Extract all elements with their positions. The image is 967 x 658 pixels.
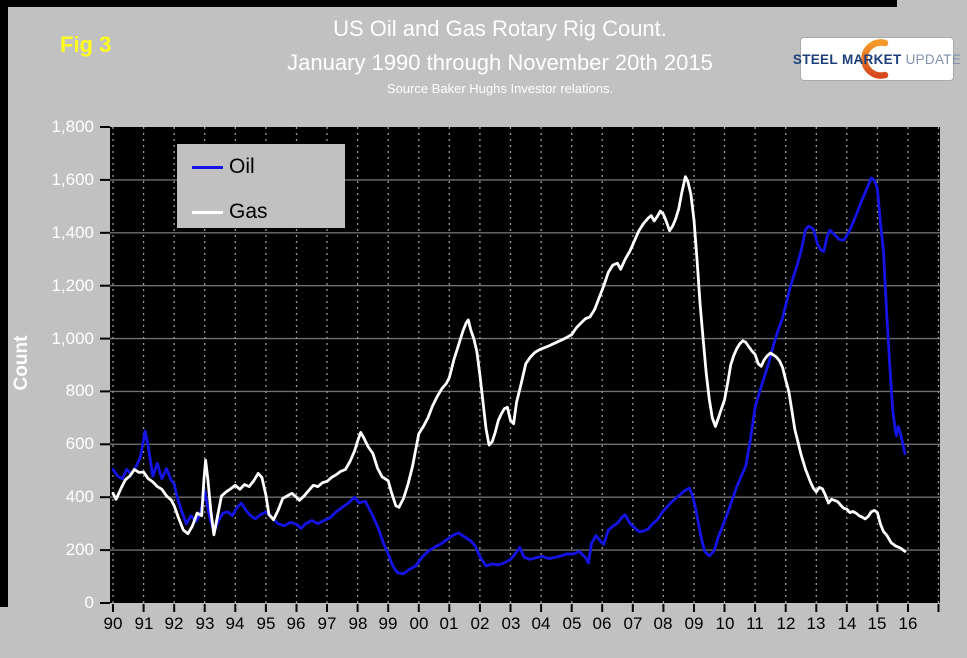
y-tick-label: 1,000	[51, 329, 94, 348]
x-tick-label: 04	[531, 614, 551, 633]
x-tick-label: 92	[164, 614, 184, 633]
y-tick-label: 200	[65, 540, 94, 559]
logo-crescent-icon	[861, 39, 889, 79]
chart-subtitle: January 1990 through November 20th 2015	[287, 50, 713, 75]
figure-number-label: Fig 3	[60, 32, 112, 57]
x-tick-label: 03	[501, 614, 521, 633]
logo-word-update: UPDATE	[901, 51, 962, 67]
x-tick-label: 08	[653, 614, 673, 633]
x-tick-label: 96	[286, 614, 306, 633]
steel-market-update-logo: STEEL MARKET UPDATE	[793, 37, 961, 81]
oil-line-swatch	[192, 165, 223, 169]
top-border	[0, 0, 897, 7]
x-tick-label: 11	[746, 614, 764, 633]
x-tick-label: 16	[898, 614, 918, 633]
x-tick-label: 95	[256, 614, 276, 633]
series-line-gas	[111, 175, 907, 553]
x-tick-label: 13	[806, 614, 826, 633]
x-tick-label: 10	[715, 614, 735, 633]
x-tick-label: 09	[684, 614, 704, 633]
x-tick-label: 07	[623, 614, 643, 633]
x-tick-label: 12	[776, 614, 796, 633]
y-tick-label: 400	[65, 487, 94, 506]
y-tick-label: 600	[65, 434, 94, 453]
x-tick-label: 06	[592, 614, 612, 633]
chart-title: US Oil and Gas Rotary Rig Count.	[333, 16, 667, 41]
left-border	[0, 0, 8, 607]
x-tick-label: 93	[195, 614, 215, 633]
x-tick-label: 14	[837, 614, 857, 633]
x-tick-label: 00	[409, 614, 429, 633]
gas-line-swatch	[192, 210, 223, 214]
x-tick-label: 99	[378, 614, 398, 633]
legend-label-oil: Oil	[229, 155, 255, 178]
x-tick-label: 02	[470, 614, 490, 633]
y-tick-label: 1,400	[51, 223, 94, 242]
x-tick-label: 90	[103, 614, 123, 633]
y-tick-label: 0	[84, 593, 94, 612]
x-tick-label: 97	[317, 614, 337, 633]
logo-word-market: MARKET	[837, 51, 902, 67]
x-tick-label: 05	[562, 614, 582, 633]
source-caption: Source Baker Hughs Investor relations.	[386, 81, 614, 96]
y-tick-label: 1,600	[51, 170, 94, 189]
x-tick-label: 94	[225, 614, 245, 633]
series-line-oil	[111, 176, 907, 576]
x-tick-label: 98	[348, 614, 368, 633]
legend-label-gas: Gas	[229, 200, 268, 223]
legend-entry-oil: Oil	[192, 155, 255, 179]
x-tick-label: 91	[134, 614, 154, 633]
y-tick-label: 1,800	[51, 117, 94, 136]
y-tick-label: 1,200	[51, 276, 94, 295]
y-tick-label: 800	[65, 381, 94, 400]
x-tick-label: 01	[439, 614, 459, 633]
logo-wordmark: STEEL MARKET UPDATE	[793, 38, 961, 80]
logo-word-steel: STEEL	[792, 51, 838, 67]
legend-entry-gas: Gas	[192, 200, 268, 224]
x-tick-label: 15	[867, 614, 887, 633]
legend: Oil Gas	[177, 144, 345, 228]
